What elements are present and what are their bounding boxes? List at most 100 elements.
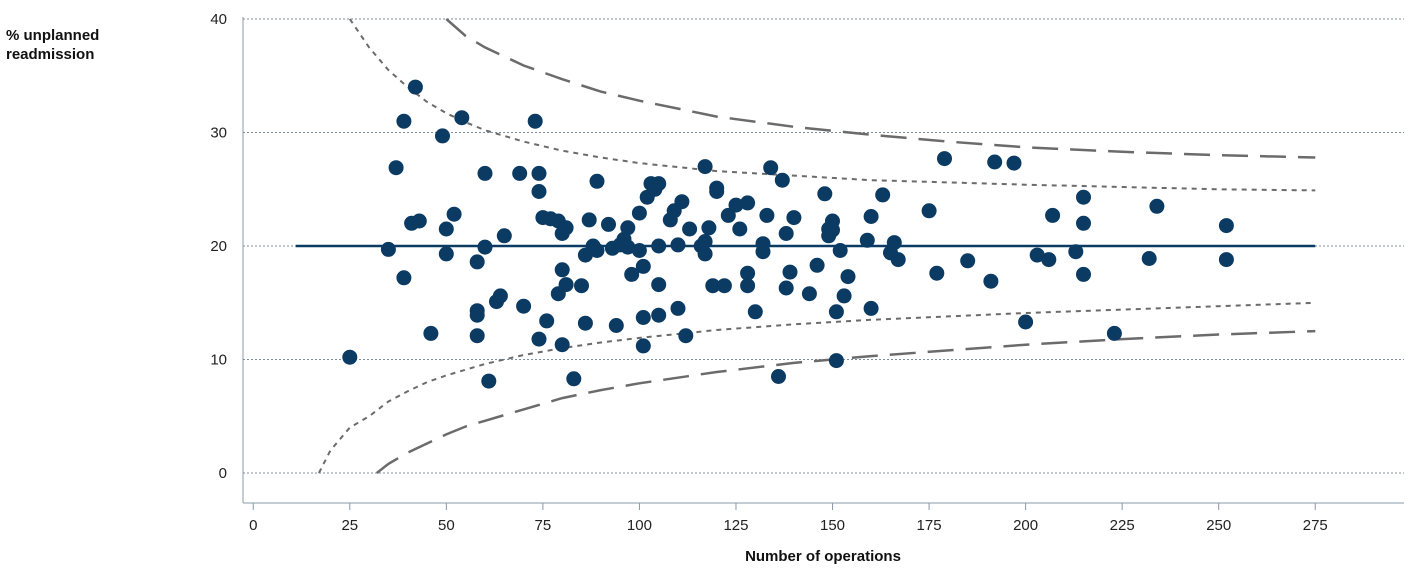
data-point [778,280,794,296]
data-point [786,210,802,226]
data-points [342,79,1234,389]
tick-labels: 0 10 20 30 40 0 25 50 75 100 125 150 175 200 225 250 275 [210,11,1327,534]
data-point [832,243,848,258]
data-point [771,369,786,384]
data-point [836,288,852,304]
data-point [825,222,840,238]
data-point [454,110,470,126]
x-tick-label-200: 200 [1013,517,1038,534]
data-point [423,325,439,341]
data-point [782,264,798,280]
data-point [670,237,686,253]
data-point [566,371,582,387]
limit-line-outer-lower [376,329,1316,474]
data-point [890,252,906,268]
data-point [651,176,667,192]
x-tick-label-0: 0 [249,517,257,534]
data-point [1068,244,1084,260]
data-point [1076,189,1091,205]
data-point [1029,247,1045,263]
data-point [481,373,497,389]
y-tick-label-0: 0 [219,465,227,482]
data-point [817,186,833,202]
data-point [469,307,485,323]
x-tick-label-50: 50 [438,517,455,534]
data-point [631,205,647,221]
x-tick-label-175: 175 [917,517,942,534]
data-point [635,258,651,274]
data-point [1045,207,1061,223]
data-point [651,307,667,323]
data-point [411,213,427,229]
data-point [396,270,412,286]
x-tick-label-25: 25 [341,517,358,534]
data-point [678,328,694,344]
data-point [774,172,790,188]
y-axis-title-line-1: % unplanned [6,27,99,44]
data-point [929,265,945,281]
data-point [516,298,532,314]
data-point [1218,252,1234,268]
data-point [709,184,725,199]
data-point [477,239,493,255]
data-point [527,113,543,129]
limit-line-inner-lower [318,301,1316,474]
data-point [601,216,616,232]
data-point [875,187,891,203]
data-point [921,203,937,219]
data-point [554,337,570,353]
data-point [763,160,779,176]
y-axis-title-line-2: readmission [6,46,94,63]
data-point [342,349,358,365]
x-tick-label-75: 75 [535,517,552,534]
data-point [987,154,1003,170]
data-point [732,221,748,237]
y-tick-label-10: 10 [210,352,227,369]
data-point [755,236,771,252]
data-point [407,79,423,95]
data-point [1149,198,1165,214]
x-tick-label-225: 225 [1110,517,1135,534]
data-point [620,239,636,255]
data-point [469,328,485,344]
data-point [624,266,640,282]
data-point [558,220,574,236]
data-point [859,232,875,248]
data-point [747,304,763,320]
data-point [863,209,879,224]
data-point [631,243,647,258]
data-point [828,304,844,320]
data-point [701,220,717,236]
x-tick-label-250: 250 [1206,517,1231,534]
data-point [577,315,593,331]
x-tick-label-150: 150 [820,517,845,534]
data-point [1018,314,1034,330]
data-point [589,243,605,258]
limit-line-outer-upper [445,18,1316,159]
data-point [539,313,555,329]
limit-line-inner-upper [348,18,1316,192]
data-point [469,254,485,270]
data-point [492,288,508,304]
data-point [446,206,462,222]
data-point [716,278,732,294]
data-point [589,173,605,189]
data-point [651,238,667,254]
data-point [983,273,999,289]
data-point [531,165,547,181]
y-tick-label-40: 40 [210,11,227,28]
data-point [608,318,624,333]
x-tick-label-100: 100 [627,517,652,534]
data-point [531,331,547,347]
data-point [496,228,512,244]
data-point [828,353,844,369]
x-axis-title: Number of operations [745,548,901,565]
y-tick-label-30: 30 [210,125,227,142]
data-point [635,310,651,325]
data-point [388,160,404,176]
data-point [863,300,879,316]
data-point [778,226,794,241]
data-point [728,197,744,213]
data-point [438,246,454,262]
